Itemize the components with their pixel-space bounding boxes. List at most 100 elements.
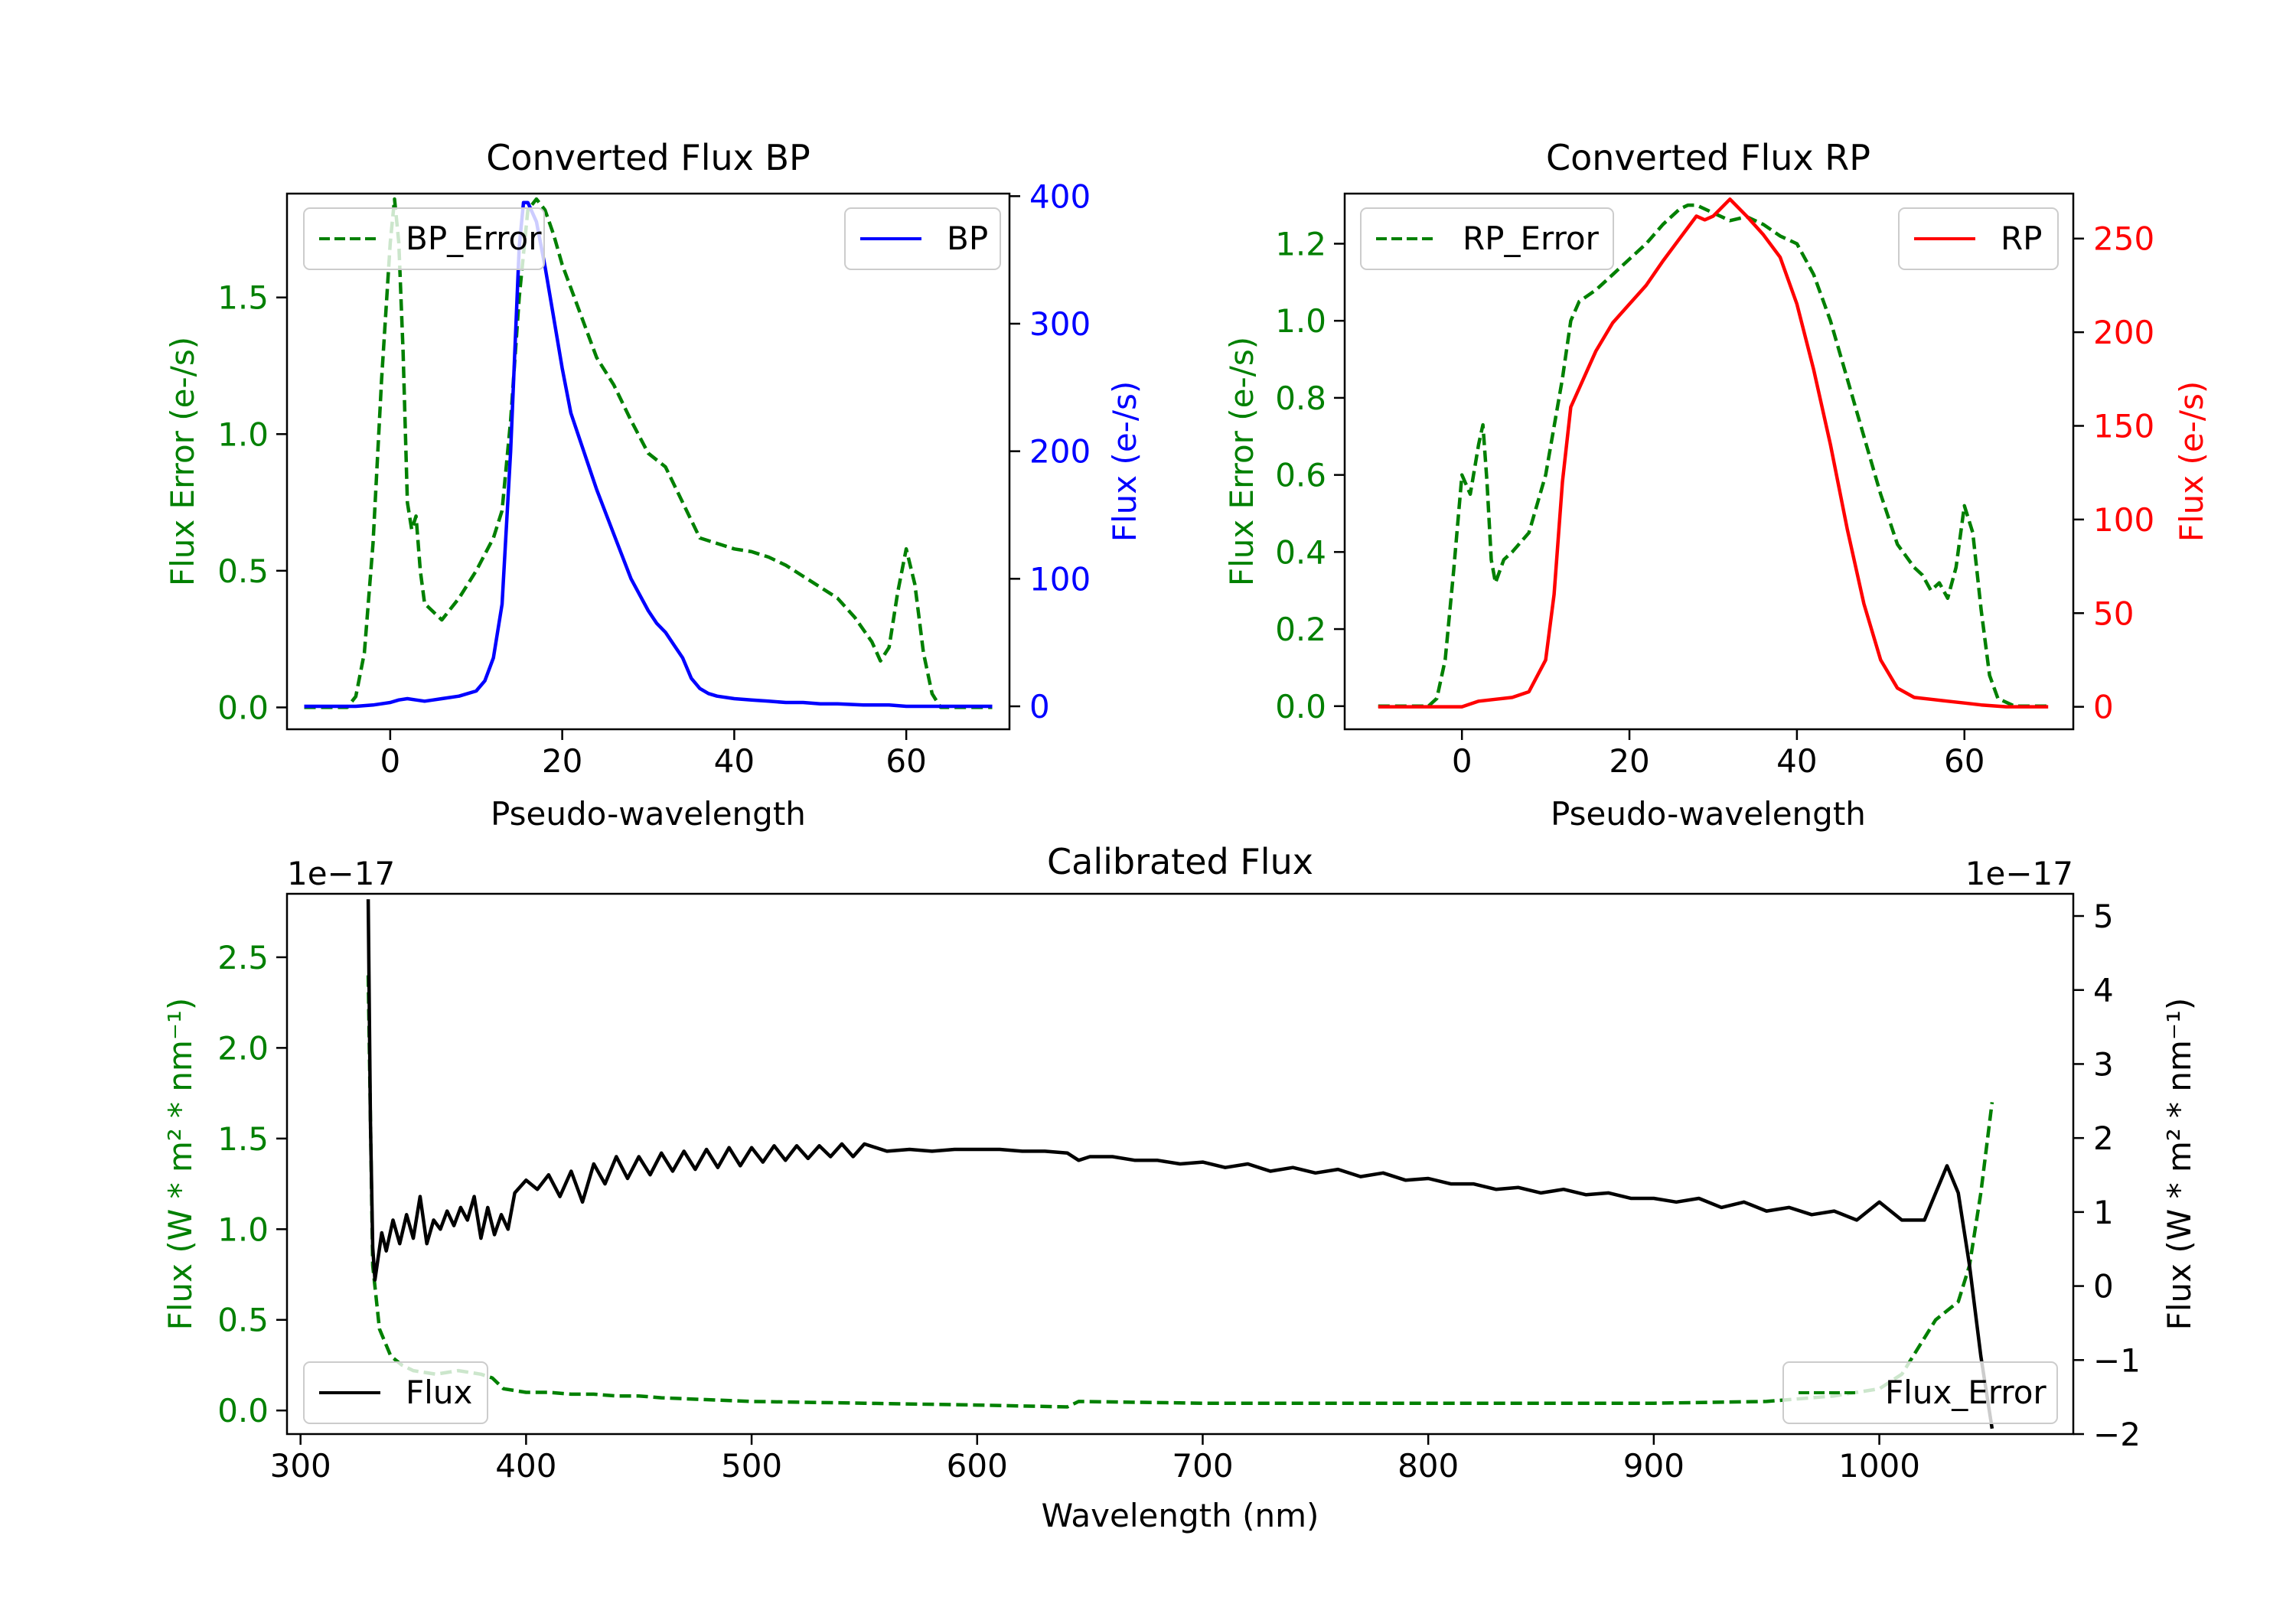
bp-right-axis: 0 100 200 300 400: [1009, 178, 1091, 725]
rp-right-tick-label: 250: [2093, 220, 2154, 258]
rp-series-rp-error: [1378, 205, 2048, 706]
rp-right-tick-label: 200: [2093, 314, 2154, 351]
cal-left-tick-label: 2.5: [217, 939, 269, 976]
cal-x-tick-label: 800: [1397, 1447, 1459, 1485]
legend-flux-error-label: Flux_Error: [1885, 1374, 2047, 1411]
rp-left-tick-label: 0.6: [1275, 457, 1326, 494]
bp-x-tick-label: 20: [542, 742, 582, 780]
bp-title: Converted Flux BP: [486, 137, 810, 178]
rp-right-tick-label: 0: [2093, 689, 2114, 726]
bp-right-tick-label: 400: [1029, 178, 1091, 215]
cal-legend-left: Flux: [304, 1362, 488, 1423]
rp-ylabel-left: Flux Error (e-/s): [1223, 337, 1261, 586]
cal-x-tick-label: 400: [495, 1447, 556, 1485]
cal-series-group: [368, 899, 1992, 1429]
rp-right-tick-label: 150: [2093, 407, 2154, 445]
legend-rp-error-label: RP_Error: [1463, 220, 1600, 257]
bp-right-tick-label: 200: [1029, 433, 1091, 471]
cal-left-tick-label: 0.0: [217, 1392, 269, 1429]
rp-title: Converted Flux RP: [1546, 137, 1870, 178]
rp-xlabel: Pseudo-wavelength: [1551, 795, 1866, 833]
bp-right-tick-label: 300: [1029, 305, 1091, 343]
bp-subplot: Converted Flux BP 0.00.51.01.5 010020030…: [164, 137, 1143, 833]
rp-x-tick-label: 60: [1944, 742, 1985, 780]
cal-right-tick-label: 3: [2093, 1045, 2114, 1083]
rp-legend-left: RP_Error: [1361, 208, 1613, 269]
cal-right-tick-label: 1: [2093, 1194, 2114, 1231]
bp-x-tick-label: 40: [714, 742, 755, 780]
cal-right-tick-label: 4: [2093, 972, 2114, 1009]
cal-xlabel: Wavelength (nm): [1042, 1497, 1319, 1534]
cal-offset-left: 1e−17: [287, 855, 395, 892]
rp-right-tick-label: 100: [2093, 501, 2154, 539]
cal-left-tick-label: 1.0: [217, 1211, 269, 1248]
rp-x-axis: 0 20 40 60: [1452, 729, 1985, 780]
bp-ylabel-right: Flux (e-/s): [1106, 381, 1143, 542]
rp-plot-frame: [1345, 194, 2073, 729]
legend-rp-label: RP: [2001, 220, 2043, 257]
bp-legend-right: BP: [845, 208, 1000, 269]
bp-left-tick-label: 0.5: [217, 553, 269, 590]
cal-left-tick-label: 2.0: [217, 1029, 269, 1067]
cal-right-tick-label: −2: [2093, 1416, 2141, 1453]
bp-left-tick-label: 1.5: [217, 279, 269, 317]
cal-left-tick-label: 0.5: [217, 1302, 269, 1339]
figure: Converted Flux BP 0.00.51.01.5 010020030…: [0, 0, 2296, 1607]
bp-series-bp-error: [305, 199, 993, 707]
rp-left-tick-label: 1.2: [1275, 225, 1326, 262]
rp-legend-right: RP: [1899, 208, 2058, 269]
cal-x-tick-label: 1000: [1838, 1447, 1920, 1485]
cal-left-axis: 0.0 0.5 1.0 1.5 2.0 2.5: [217, 939, 287, 1429]
cal-x-tick-label: 500: [721, 1447, 782, 1485]
bp-x-axis: 0 20 40 60: [380, 729, 926, 780]
bp-ylabel-left: Flux Error (e-/s): [164, 337, 201, 586]
rp-x-tick-label: 0: [1452, 742, 1473, 780]
rp-right-tick-label: 50: [2093, 595, 2134, 632]
bp-xlabel: Pseudo-wavelength: [491, 795, 806, 833]
bp-right-tick-label: 0: [1029, 688, 1050, 725]
rp-left-axis: 0.0 0.2 0.4 0.6 0.8 1.0 1.2: [1275, 225, 1345, 725]
rp-left-tick-label: 0.4: [1275, 533, 1326, 571]
cal-right-axis: −2 −1 0 1 2 3 4 5: [2073, 898, 2141, 1453]
rp-left-tick-label: 0.8: [1275, 380, 1326, 417]
cal-right-tick-label: −1: [2093, 1341, 2141, 1379]
rp-right-axis: 0 50 100 150 200 250: [2073, 220, 2154, 726]
cal-x-tick-label: 900: [1623, 1447, 1684, 1485]
legend-bp-error-label: BP_Error: [406, 220, 542, 257]
rp-left-tick-label: 1.0: [1275, 302, 1326, 340]
bp-left-axis: 0.0 0.5 1.0 1.5: [217, 279, 287, 727]
calibrated-subplot: Calibrated Flux 1e−17 1e−17 0.0 0.5 1.0 1.5…: [161, 841, 2198, 1534]
cal-series-flux-error: [368, 976, 1992, 1407]
bp-series-group: [305, 199, 993, 707]
cal-right-tick-label: 5: [2093, 898, 2114, 935]
cal-ylabel-right: Flux (W * m² * nm⁻¹): [2161, 998, 2198, 1331]
cal-x-tick-label: 700: [1172, 1447, 1233, 1485]
cal-x-axis: 300 400 500 600 700 800 900 1000: [270, 1434, 1920, 1485]
cal-legend-right: Flux_Error: [1783, 1362, 2057, 1423]
rp-subplot: Converted Flux RP 0.00.20.40.60.81.01.2 …: [1223, 137, 2210, 833]
bp-legend-left: BP_Error: [304, 208, 544, 269]
cal-right-tick-label: 0: [2093, 1268, 2114, 1305]
cal-offset-right: 1e−17: [1965, 855, 2073, 892]
rp-x-tick-label: 20: [1609, 742, 1649, 780]
legend-flux-label: Flux: [406, 1374, 472, 1411]
bp-plot-frame: [287, 194, 1009, 729]
bp-left-tick-label: 0.0: [217, 689, 269, 726]
rp-left-tick-label: 0.0: [1275, 688, 1326, 725]
cal-ylabel-left: Flux (W * m² * nm⁻¹): [161, 998, 199, 1331]
bp-x-tick-label: 0: [380, 742, 400, 780]
cal-x-tick-label: 600: [947, 1447, 1008, 1485]
cal-x-tick-label: 300: [270, 1447, 331, 1485]
rp-x-tick-label: 40: [1776, 742, 1817, 780]
cal-title: Calibrated Flux: [1047, 841, 1313, 882]
cal-left-tick-label: 1.5: [217, 1120, 269, 1158]
bp-x-tick-label: 60: [885, 742, 926, 780]
rp-left-tick-label: 0.2: [1275, 611, 1326, 648]
cal-right-tick-label: 2: [2093, 1120, 2114, 1157]
rp-series-rp: [1378, 199, 2048, 706]
bp-left-tick-label: 1.0: [217, 416, 269, 453]
rp-ylabel-right: Flux (e-/s): [2173, 381, 2210, 542]
bp-right-tick-label: 100: [1029, 560, 1091, 598]
cal-series-flux: [368, 899, 1992, 1429]
legend-bp-label: BP: [947, 220, 988, 257]
